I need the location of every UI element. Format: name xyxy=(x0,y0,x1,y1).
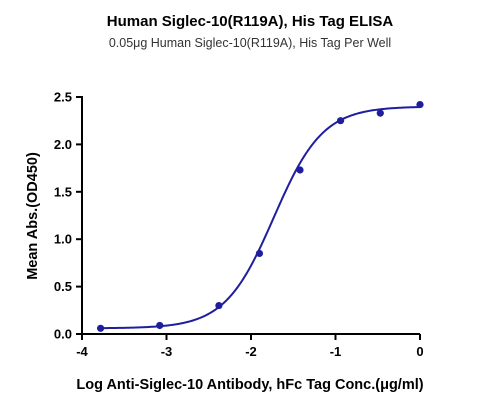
y-axis-label: Mean Abs.(OD450) xyxy=(25,152,41,280)
x-tick-label: -2 xyxy=(245,344,257,359)
data-point xyxy=(96,324,105,332)
data-point xyxy=(336,117,345,125)
y-tick-label: 0.0 xyxy=(54,327,72,342)
data-point xyxy=(215,301,223,310)
data-point xyxy=(376,109,384,117)
x-axis-label: Log Anti-Siglec-10 Antibody, hFc Tag Con… xyxy=(76,377,423,393)
tick-marks: -4 -3 -2 -1 0 0.0 0.5 1.0 1.5 2.0 2.5 xyxy=(54,90,424,360)
x-tick-label: -3 xyxy=(161,344,173,359)
y-tick-label: 0.5 xyxy=(54,279,72,294)
fit-curve-group xyxy=(100,106,421,330)
x-tick-label: -4 xyxy=(76,344,88,359)
chart-title: Human Siglec-10(R119A), His Tag ELISA xyxy=(107,13,394,30)
data-point xyxy=(296,166,304,174)
chart-subtitle: 0.05μg Human Siglec-10(R119A), His Tag P… xyxy=(109,36,391,50)
x-tick-label: -1 xyxy=(330,344,342,359)
data-point xyxy=(255,249,264,258)
x-tick-label: 0 xyxy=(416,344,423,359)
data-points xyxy=(96,100,424,332)
y-tick-label: 1.0 xyxy=(54,232,72,247)
y-tick-label: 1.5 xyxy=(54,184,72,199)
fit-curve xyxy=(100,106,421,330)
y-tick-label: 2.0 xyxy=(54,137,72,152)
data-point xyxy=(416,100,424,109)
y-tick-label: 2.5 xyxy=(54,90,72,105)
data-point xyxy=(156,321,164,330)
axes xyxy=(81,96,420,335)
